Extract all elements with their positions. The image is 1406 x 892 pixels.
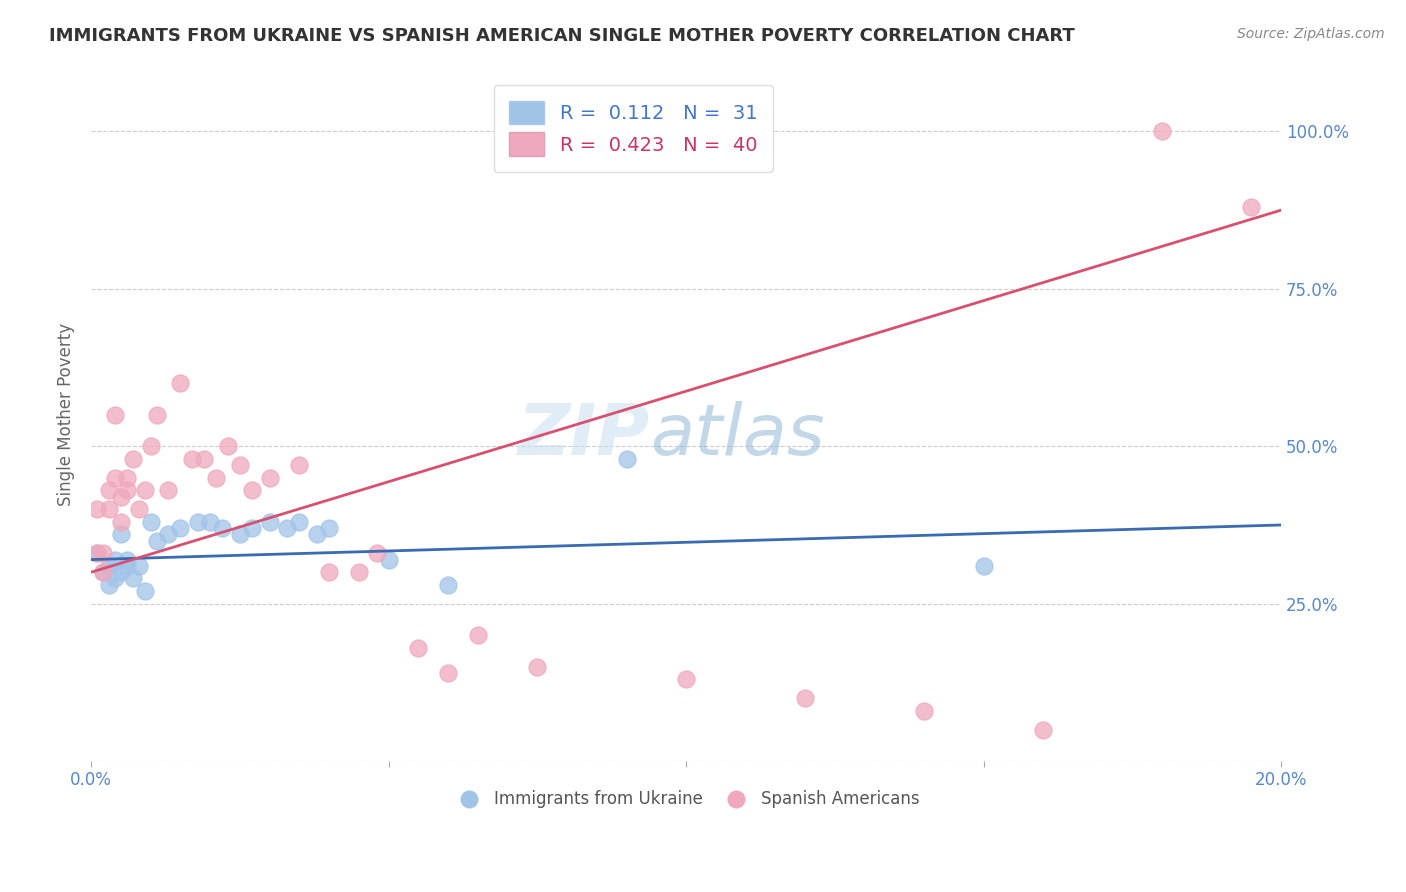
Point (110, 527, 132, 541)
Point (205, 471, 228, 485)
Point (467, 628, 489, 642)
Point (139, 515, 162, 529)
Point (675, 672, 697, 686)
Point (318, 565, 340, 579)
Point (98, 558, 121, 573)
Point (217, 439, 239, 453)
Point (128, 558, 150, 573)
Point (259, 515, 281, 529)
Y-axis label: Single Mother Poverty: Single Mother Poverty (58, 323, 75, 507)
Point (408, 640, 430, 655)
Point (318, 521, 340, 535)
Point (86, 502, 108, 516)
Point (91, 546, 114, 560)
Point (157, 483, 180, 498)
Point (139, 439, 162, 453)
Point (437, 665, 460, 680)
Point (86, 546, 108, 560)
Point (115, 471, 138, 485)
Point (616, 451, 638, 466)
Point (115, 552, 138, 566)
Point (104, 408, 127, 422)
Point (145, 533, 167, 548)
Point (128, 502, 150, 516)
Point (794, 691, 817, 706)
Point (91, 565, 114, 579)
Point (98, 502, 121, 516)
Point (229, 527, 252, 541)
Point (145, 408, 167, 422)
Point (104, 572, 127, 586)
Point (437, 578, 460, 592)
Point (307, 527, 329, 541)
Point (1240, 200, 1263, 214)
Point (110, 515, 132, 529)
Text: ZIP: ZIP (519, 401, 651, 470)
Point (259, 471, 281, 485)
Point (347, 565, 370, 579)
Point (91, 565, 114, 579)
Point (115, 558, 138, 573)
Point (98, 483, 121, 498)
Point (104, 471, 127, 485)
Point (110, 565, 132, 579)
Point (110, 490, 132, 504)
Point (1032, 723, 1054, 737)
Point (121, 451, 143, 466)
Point (229, 458, 252, 472)
Point (912, 704, 935, 718)
Point (121, 572, 143, 586)
Point (86, 546, 108, 560)
Point (1150, 124, 1173, 138)
Point (193, 451, 215, 466)
Point (134, 584, 156, 599)
Point (169, 376, 191, 391)
Text: atlas: atlas (651, 401, 825, 470)
Point (198, 515, 221, 529)
Point (240, 521, 263, 535)
Point (181, 451, 204, 466)
Point (157, 527, 180, 541)
Point (187, 515, 209, 529)
Point (134, 483, 156, 498)
Point (169, 521, 191, 535)
Legend: Immigrants from Ukraine, Spanish Americans: Immigrants from Ukraine, Spanish America… (446, 784, 927, 815)
Point (377, 552, 399, 566)
Point (973, 558, 995, 573)
Text: IMMIGRANTS FROM UKRAINE VS SPANISH AMERICAN SINGLE MOTHER POVERTY CORRELATION CH: IMMIGRANTS FROM UKRAINE VS SPANISH AMERI… (49, 27, 1076, 45)
Point (104, 552, 127, 566)
Point (276, 521, 298, 535)
Point (211, 521, 233, 535)
Point (240, 483, 263, 498)
Text: Source: ZipAtlas.com: Source: ZipAtlas.com (1237, 27, 1385, 41)
Point (526, 659, 548, 673)
Point (288, 515, 311, 529)
Point (115, 483, 138, 498)
Point (366, 546, 388, 560)
Point (98, 578, 121, 592)
Point (288, 458, 311, 472)
